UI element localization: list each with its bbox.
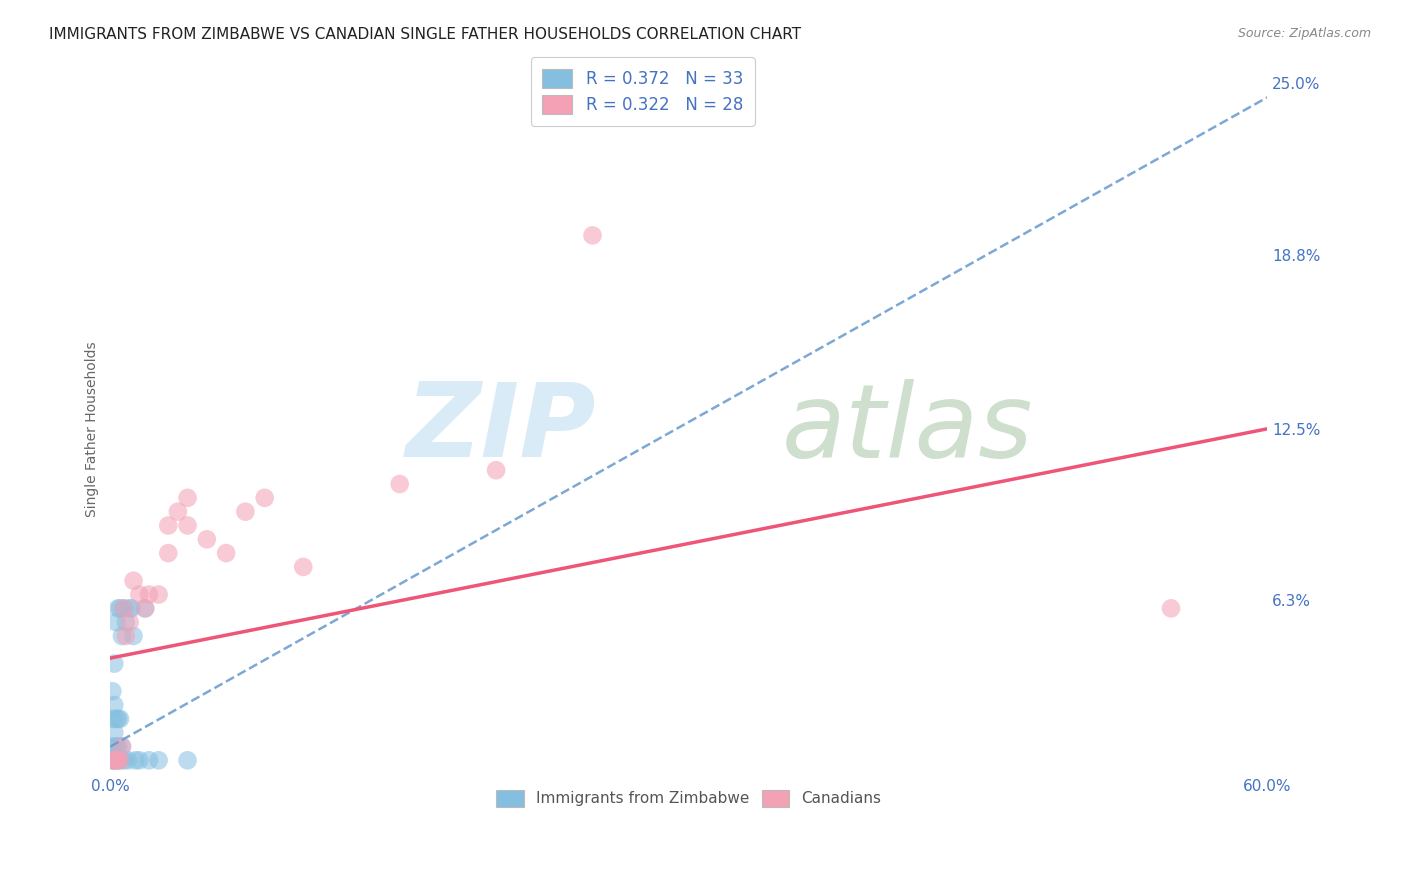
Point [105,712,128,726]
Point [157,546,180,560]
Point [115,629,138,643]
Point [101,753,124,767]
Point [121,601,143,615]
Point [157,518,180,533]
Point [103,698,125,712]
Point [134,601,156,615]
Point [148,753,170,767]
Text: atlas: atlas [782,379,1033,479]
Point [176,518,198,533]
Point [101,712,124,726]
Text: IMMIGRANTS FROM ZIMBABWE VS CANADIAN SINGLE FATHER HOUSEHOLDS CORRELATION CHART: IMMIGRANTS FROM ZIMBABWE VS CANADIAN SIN… [49,27,801,42]
Point [253,491,276,505]
Point [112,753,135,767]
Point [105,739,128,754]
Point [103,753,125,767]
Point [124,753,146,767]
Point [101,684,124,698]
Point [122,574,145,588]
Point [108,601,131,615]
Point [115,615,138,630]
Point [581,228,603,243]
Point [103,657,125,671]
Point [167,505,190,519]
Point [111,629,134,643]
Point [117,753,139,767]
Y-axis label: Single Father Households: Single Father Households [86,341,100,516]
Point [103,753,125,767]
Point [118,615,141,630]
Point [108,753,131,767]
Point [108,753,131,767]
Point [105,753,128,767]
Point [107,712,129,726]
Point [101,739,124,754]
Point [112,601,135,615]
Point [111,739,134,754]
Point [107,753,129,767]
Point [292,560,315,574]
Point [195,533,218,547]
Point [101,753,124,767]
Point [105,615,128,630]
Point [388,477,411,491]
Point [128,588,150,602]
Legend: Immigrants from Zimbabwe, Canadians: Immigrants from Zimbabwe, Canadians [489,782,889,814]
Point [1160,601,1182,615]
Point [112,601,135,615]
Point [105,753,128,767]
Point [138,588,160,602]
Point [107,601,129,615]
Point [176,491,198,505]
Point [485,463,508,477]
Point [148,588,170,602]
Point [235,505,257,519]
Point [134,601,156,615]
Point [176,753,198,767]
Point [138,753,160,767]
Text: ZIP: ZIP [406,378,596,479]
Point [103,725,125,739]
Text: Source: ZipAtlas.com: Source: ZipAtlas.com [1237,27,1371,40]
Point [111,739,134,754]
Point [107,739,129,754]
Point [215,546,238,560]
Point [128,753,150,767]
Point [122,629,145,643]
Point [118,601,141,615]
Point [108,712,131,726]
